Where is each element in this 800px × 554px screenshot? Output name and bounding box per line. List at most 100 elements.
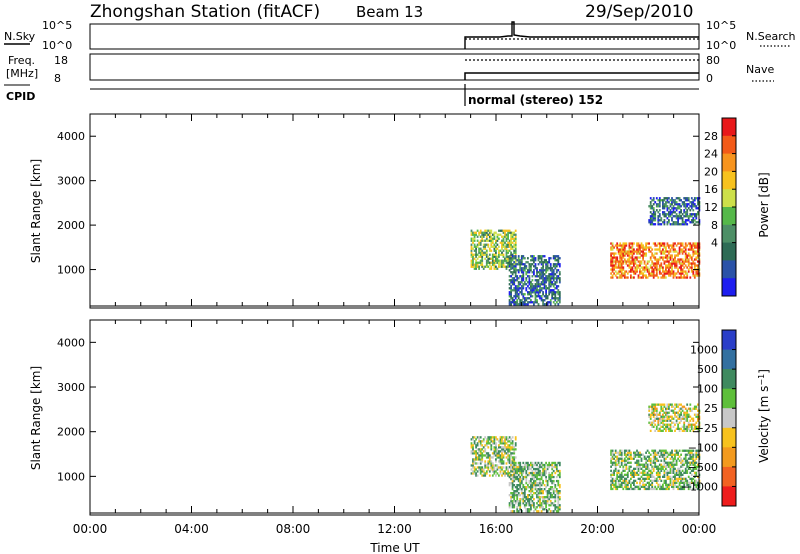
heatmap-cell	[520, 293, 523, 296]
heatmap-cell	[663, 272, 666, 275]
heatmap-cell	[677, 268, 679, 271]
heatmap-cell	[649, 246, 652, 249]
heatmap-cell	[508, 458, 511, 461]
colorbar-label: −1000	[681, 480, 718, 493]
heatmap-cell	[502, 243, 505, 246]
heatmap-cell	[657, 419, 660, 422]
heatmap-cell	[542, 273, 544, 276]
heatmap-cell	[514, 251, 517, 254]
heatmap-cell	[540, 492, 543, 495]
heatmap-cell	[482, 245, 485, 248]
heatmap-cell	[690, 201, 693, 204]
heatmap-cell	[516, 299, 519, 302]
heatmap-cell	[634, 262, 637, 265]
heatmap-cell	[649, 256, 652, 259]
heatmap-cell	[499, 472, 502, 475]
heatmap-cell	[511, 482, 514, 485]
heatmap-cell	[530, 263, 532, 266]
heatmap-cell	[491, 263, 494, 266]
heatmap-cell	[648, 268, 650, 271]
heatmap-cell	[668, 463, 670, 466]
heatmap-cell	[663, 459, 666, 462]
heatmap-cell	[658, 223, 661, 226]
heatmap-cell	[504, 474, 506, 477]
heatmap-cell	[534, 285, 537, 288]
heatmap-cell	[540, 461, 543, 465]
heatmap-cell	[658, 477, 661, 480]
heatmap-cell	[528, 301, 531, 304]
heatmap-cell	[527, 484, 529, 487]
heatmap-cell	[631, 244, 634, 247]
heatmap-cell	[619, 449, 622, 452]
heatmap-cell	[520, 275, 523, 278]
heatmap-cell	[620, 471, 623, 474]
heatmap-cell	[491, 470, 494, 473]
heatmap-cell	[648, 469, 650, 472]
heatmap-cell	[475, 231, 477, 234]
heatmap-cell	[523, 293, 526, 296]
heatmap-cell	[675, 473, 678, 476]
heatmap-cell	[517, 479, 520, 483]
colorbar-swatch	[722, 135, 736, 154]
heatmap-cell	[513, 465, 516, 469]
heatmap-cell	[537, 271, 540, 274]
heatmap-cell	[662, 407, 664, 410]
heatmap-cell	[674, 264, 676, 267]
heatmap-cell	[551, 289, 554, 292]
beam-label: Beam 13	[356, 3, 423, 21]
heatmap-cell	[684, 199, 687, 202]
heatmap-cell	[473, 253, 476, 256]
heatmap-cell	[617, 475, 620, 478]
heatmap-cell	[530, 281, 532, 284]
heatmap-cell	[490, 468, 493, 471]
heatmap-cell	[502, 231, 505, 234]
heatmap-cell	[523, 504, 526, 507]
heatmap-cell	[637, 463, 640, 466]
colorbar-label: 20	[704, 165, 718, 178]
heatmap-cell	[671, 403, 673, 406]
heatmap-cell	[658, 199, 661, 202]
heatmap-cell	[677, 485, 679, 488]
heatmap-cell	[683, 205, 686, 208]
heatmap-cell	[479, 462, 482, 465]
heatmap-cell	[649, 258, 652, 261]
heatmap-cell	[662, 205, 664, 208]
heatmap-cell	[504, 470, 506, 473]
heatmap-cell	[481, 452, 484, 455]
heatmap-cell	[648, 467, 650, 470]
heatmap-cell	[645, 276, 647, 279]
heatmap-cell	[484, 448, 487, 451]
heatmap-cell	[548, 259, 551, 262]
heatmap-cell	[539, 271, 541, 274]
heatmap-cell	[473, 458, 476, 461]
heatmap-cell	[684, 211, 687, 214]
heatmap-cell	[528, 297, 531, 300]
heatmap-cell	[695, 244, 698, 247]
heatmap-cell	[643, 485, 646, 488]
heatmap-cell	[666, 223, 669, 226]
heatmap-cell	[674, 411, 676, 414]
heatmap-cell	[663, 451, 666, 454]
heatmap-cell	[684, 481, 687, 484]
heatmap-cell	[668, 465, 670, 468]
heatmap-cell	[642, 483, 644, 486]
heatmap-cell	[516, 488, 519, 491]
heatmap-cell	[678, 258, 681, 261]
heatmap-cell	[520, 467, 523, 471]
heatmap-cell	[610, 469, 612, 472]
heatmap-cell	[514, 257, 517, 260]
heatmap-cell	[513, 251, 516, 254]
heatmap-cell	[542, 500, 544, 503]
heatmap-cell	[546, 498, 549, 501]
heatmap-cell	[625, 459, 628, 462]
heatmap-cell	[504, 452, 506, 455]
heatmap-cell	[502, 265, 505, 268]
heatmap-cell	[639, 479, 641, 482]
heatmap-cell	[639, 264, 641, 267]
heatmap-cell	[517, 500, 520, 503]
heatmap-cell	[487, 265, 490, 268]
heatmap-cell	[640, 276, 643, 279]
heatmap-cell	[487, 454, 490, 457]
heatmap-cell	[513, 504, 516, 507]
heatmap-cell	[499, 233, 502, 236]
